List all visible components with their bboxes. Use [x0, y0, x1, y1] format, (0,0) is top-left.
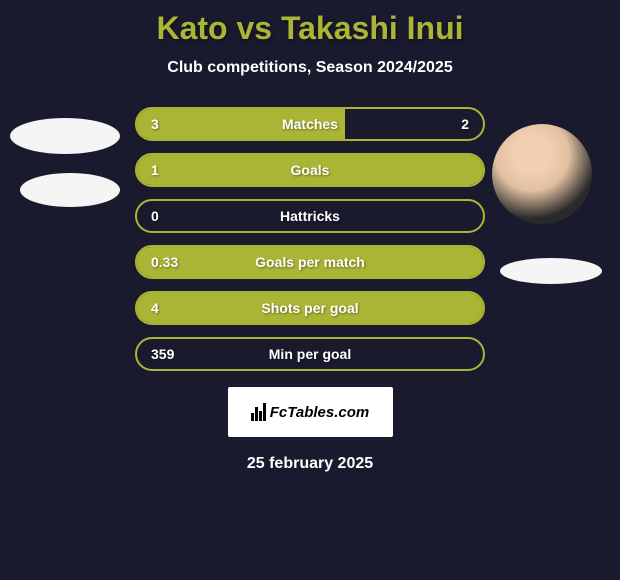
fctables-logo[interactable]: FcTables.com: [228, 387, 393, 437]
comparison-date: 25 february 2025: [247, 455, 373, 473]
logo-label: FcTables.com: [270, 404, 369, 421]
stats-section: 3 Matches 2 1 Goals 0 Hattricks 0.33 Goa…: [135, 107, 485, 371]
stat-value-left: 0.33: [151, 254, 178, 270]
stat-bar-min-per-goal: 359 Min per goal: [135, 337, 485, 371]
player-right-avatar-1: [492, 124, 592, 224]
stat-label: Goals: [291, 162, 330, 178]
stat-label: Min per goal: [269, 346, 351, 362]
player-right-avatar-2: [500, 258, 602, 284]
stat-label: Matches: [282, 116, 338, 132]
stat-value-left: 0: [151, 208, 159, 224]
player-left-avatar-1: [10, 118, 120, 154]
stat-label: Goals per match: [255, 254, 365, 270]
stat-value-left: 3: [151, 116, 159, 132]
stat-bar-hattricks: 0 Hattricks: [135, 199, 485, 233]
bar-chart-icon: [251, 403, 266, 421]
stat-value-right: 2: [461, 116, 469, 132]
stat-bar-goals-per-match: 0.33 Goals per match: [135, 245, 485, 279]
logo-text: FcTables.com: [251, 403, 369, 421]
stat-bar-matches: 3 Matches 2: [135, 107, 485, 141]
comparison-subtitle: Club competitions, Season 2024/2025: [167, 59, 452, 77]
stat-bar-shots-per-goal: 4 Shots per goal: [135, 291, 485, 325]
stat-label: Shots per goal: [261, 300, 358, 316]
stat-bar-goals: 1 Goals: [135, 153, 485, 187]
player-left-avatar-2: [20, 173, 120, 207]
comparison-title: Kato vs Takashi Inui: [156, 10, 463, 47]
stat-label: Hattricks: [280, 208, 340, 224]
stat-value-left: 4: [151, 300, 159, 316]
stat-value-left: 1: [151, 162, 159, 178]
stat-value-left: 359: [151, 346, 174, 362]
